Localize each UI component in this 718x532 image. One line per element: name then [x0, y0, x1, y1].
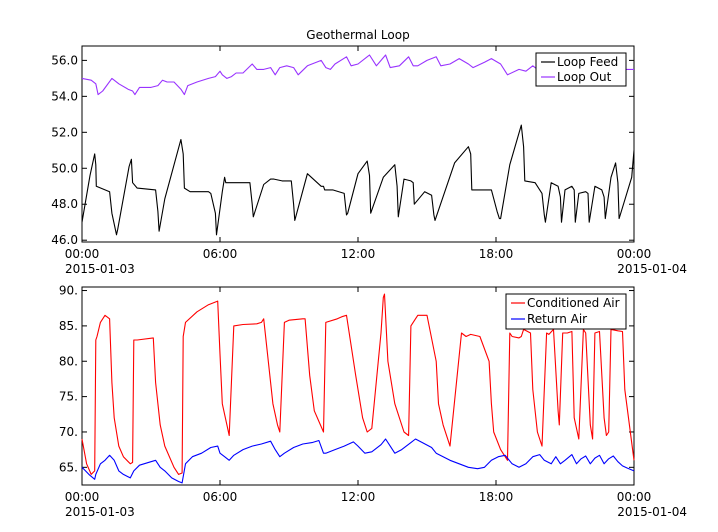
legend-label-loop-feed: Loop Feed — [557, 55, 618, 69]
y-tick-label: 85. — [59, 319, 78, 333]
x-tick-label: 00:00 — [617, 490, 652, 504]
x-tick-label: 06:00 — [203, 490, 238, 504]
y-axis-bottom: 65. 70. 75. 80. 85. 90. — [59, 284, 634, 474]
x-tick-label: 12:00 — [341, 247, 376, 261]
y-tick-label: 48.0 — [51, 197, 78, 211]
y-tick-label: 56.0 — [51, 53, 78, 67]
x-tick-date-label: 2015-01-04 — [617, 505, 687, 519]
y-tick-label: 46.0 — [51, 233, 78, 247]
x-tick-label: 18:00 — [479, 247, 514, 261]
legend-label-conditioned-air: Conditioned Air — [527, 296, 620, 310]
legend-top: Loop Feed Loop Out — [535, 52, 627, 87]
x-tick-label: 00:00 — [65, 490, 100, 504]
x-tick-date-label: 2015-01-04 — [617, 262, 687, 276]
legend-box-top — [535, 52, 627, 87]
x-tick-date-label: 2015-01-03 — [65, 505, 135, 519]
legend-bottom: Conditioned Air Return Air — [505, 293, 627, 330]
series-line-loop-out — [81, 54, 634, 96]
y-tick-label: 54.0 — [51, 89, 78, 103]
y-tick-label: 80. — [59, 354, 78, 368]
y-tick-label: 70. — [59, 425, 78, 439]
geothermal-loop-panel: Geothermal Loop 46.0 48.0 50.0 52.0 54.0 56.0… — [51, 28, 687, 276]
x-tick-label: 12:00 — [341, 490, 376, 504]
x-tick-label: 06:00 — [203, 247, 238, 261]
series-line-conditioned-air — [81, 293, 635, 475]
series-line-return-air — [81, 438, 635, 484]
y-tick-label: 65. — [59, 460, 78, 474]
y-tick-label: 90. — [59, 284, 78, 298]
series-line-loop-feed — [81, 124, 635, 236]
y-tick-label: 52.0 — [51, 125, 78, 139]
series-group-top — [81, 54, 635, 236]
chart-title: Geothermal Loop — [306, 28, 409, 42]
series-group-bottom — [81, 293, 635, 484]
legend-label-return-air: Return Air — [527, 312, 587, 326]
x-tick-label: 00:00 — [617, 247, 652, 261]
x-tick-date-label: 2015-01-03 — [65, 262, 135, 276]
y-axis-top: 46.0 48.0 50.0 52.0 54.0 56.0 — [51, 53, 634, 247]
y-tick-label: 75. — [59, 390, 78, 404]
y-tick-label: 50.0 — [51, 161, 78, 175]
x-tick-label: 00:00 — [65, 247, 100, 261]
legend-label-loop-out: Loop Out — [557, 70, 612, 84]
legend-box-bottom — [505, 293, 627, 330]
x-tick-label: 18:00 — [479, 490, 514, 504]
